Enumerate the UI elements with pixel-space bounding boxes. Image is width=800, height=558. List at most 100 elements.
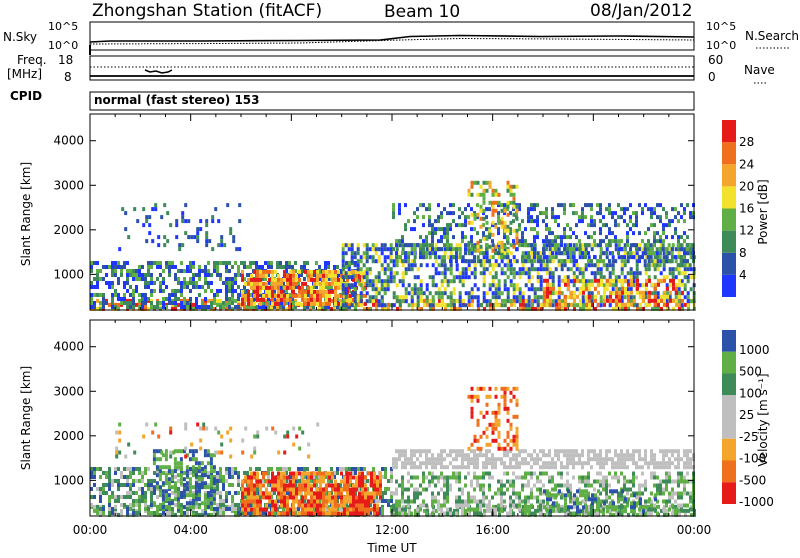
scatter-cell	[452, 457, 455, 461]
scatter-cell	[513, 229, 516, 233]
scatter-cell	[195, 473, 198, 477]
scatter-cell	[129, 293, 132, 297]
scatter-cell	[123, 285, 126, 289]
scatter-cell	[247, 496, 250, 500]
scatter-cell	[413, 259, 416, 263]
scatter-cell	[549, 291, 552, 295]
scatter-cell	[392, 457, 395, 461]
scatter-cell	[474, 245, 477, 249]
scatter-cell	[219, 475, 222, 479]
scatter-cell	[608, 243, 611, 247]
scatter-cell	[536, 203, 539, 207]
scatter-cell	[174, 469, 177, 473]
scatter-cell	[271, 476, 274, 480]
scatter-cell	[510, 221, 513, 225]
scatter-cell	[531, 303, 534, 307]
scatter-cell	[579, 267, 582, 271]
scatter-cell	[602, 215, 605, 219]
scatter-cell	[482, 231, 485, 235]
scatter-cell	[201, 485, 204, 489]
scatter-cell	[231, 297, 234, 301]
scatter-cell	[244, 282, 247, 286]
scatter-cell	[638, 203, 641, 207]
scatter-cell	[280, 484, 283, 488]
scatter-cell	[678, 291, 681, 295]
scatter-cell	[292, 496, 295, 500]
scatter-cell	[265, 302, 268, 306]
freq-panel: Freq. [MHz] 18 8 60 0 Nave	[7, 53, 775, 84]
scatter-cell	[111, 483, 114, 487]
scatter-cell	[533, 203, 536, 207]
scatter-cell	[615, 247, 618, 251]
scatter-cell	[528, 303, 531, 307]
scatter-cell	[144, 471, 147, 475]
scatter-cell	[392, 211, 395, 215]
scatter-cell	[222, 261, 225, 265]
scatter-cell	[183, 489, 186, 493]
scatter-cell	[504, 303, 507, 307]
scatter-cell	[455, 255, 458, 259]
scatter-cell	[148, 215, 151, 219]
scatter-cell	[348, 271, 351, 275]
scatter-cell	[431, 223, 434, 227]
scatter-cell	[594, 287, 597, 291]
scatter-cell	[105, 491, 108, 495]
scatter-cell	[153, 471, 156, 475]
scatter-cell	[247, 290, 250, 294]
scatter-cell	[369, 279, 372, 283]
scatter-cell	[213, 477, 216, 481]
scatter-cell	[636, 271, 639, 275]
scatter-cell	[177, 487, 180, 491]
scatter-cell	[346, 484, 349, 488]
scatter-cell	[250, 492, 253, 496]
scatter-cell	[126, 273, 129, 277]
scatter-cell	[213, 465, 216, 469]
scatter-cell	[277, 282, 280, 286]
scatter-cell	[668, 251, 671, 255]
scatter-cell	[117, 467, 120, 471]
scatter-cell	[289, 274, 292, 278]
scatter-cell	[398, 457, 401, 461]
scatter-cell	[669, 291, 672, 295]
scatter-cell	[450, 263, 453, 267]
scatter-cell	[298, 270, 301, 274]
scatter-cell	[322, 492, 325, 496]
scatter-cell	[567, 287, 570, 291]
scatter-cell	[585, 295, 588, 299]
scatter-cell	[489, 263, 492, 267]
scatter-cell	[355, 480, 358, 484]
scatter-cell	[138, 467, 141, 471]
scatter-cell	[178, 247, 181, 251]
scatter-cell	[425, 465, 428, 469]
scatter-cell	[438, 287, 441, 291]
scatter-cell	[510, 189, 513, 193]
scatter-cell	[322, 302, 325, 306]
scatter-cell	[629, 227, 632, 231]
scatter-cell	[234, 503, 237, 507]
scatter-cell	[108, 511, 111, 515]
scatter-cell	[186, 269, 189, 273]
scatter-cell	[387, 503, 390, 507]
scatter-cell	[684, 275, 687, 279]
scatter-cell	[325, 472, 328, 476]
scatter-cell	[235, 247, 238, 251]
scatter-cell	[225, 285, 228, 289]
scatter-cell	[232, 239, 235, 243]
scatter-cell	[277, 278, 280, 282]
scatter-cell	[168, 261, 171, 265]
scatter-cell	[477, 249, 480, 253]
scatter-cell	[210, 461, 213, 465]
scatter-cell	[527, 211, 530, 215]
scatter-cell	[528, 275, 531, 279]
scatter-cell	[237, 265, 240, 269]
scatter-cell	[563, 207, 566, 211]
scatter-cell	[623, 211, 626, 215]
scatter-cell	[138, 299, 141, 303]
scatter-cell	[256, 294, 259, 298]
scatter-cell	[533, 247, 536, 251]
scatter-cell	[117, 261, 120, 265]
scatter-cell	[346, 488, 349, 492]
scatter-cell	[241, 504, 244, 508]
scatter-cell	[157, 235, 160, 239]
scatter-cell	[587, 251, 590, 255]
